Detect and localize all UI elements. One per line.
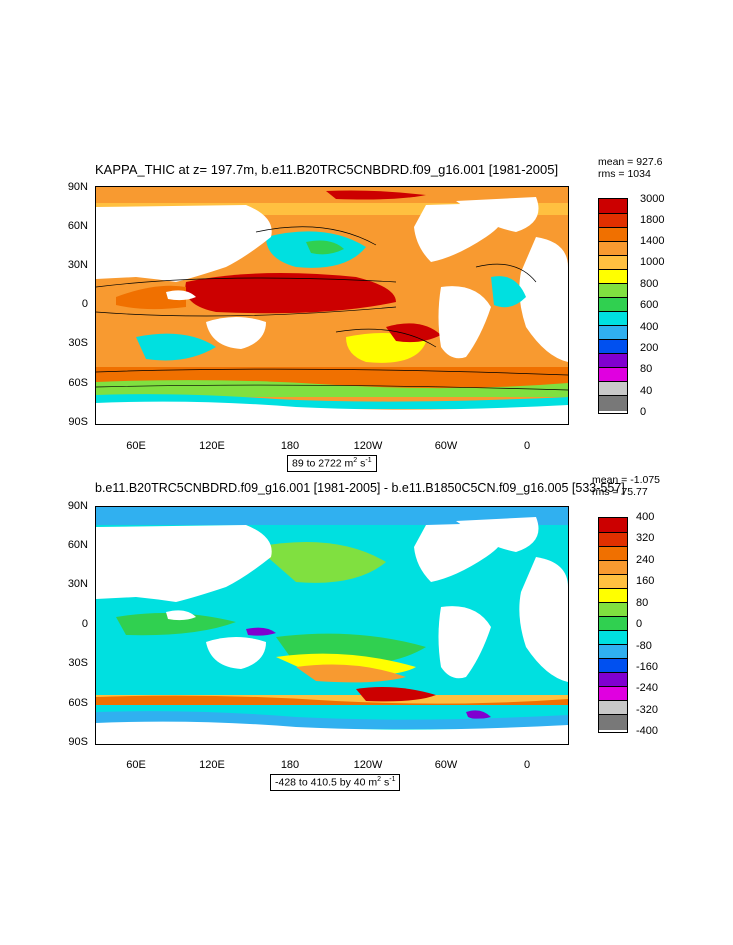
mean-stat: mean = -1.075 bbox=[592, 474, 661, 486]
y-tick-label: 60S bbox=[68, 697, 88, 709]
antarctica-land bbox=[96, 401, 568, 424]
y-tick-label: 60N bbox=[67, 539, 88, 551]
colorbar-label: 1800 bbox=[640, 214, 665, 226]
map-svg bbox=[96, 507, 568, 744]
panel-title: b.e11.B20TRC5CNBDRD.f09_g16.001 [1981-20… bbox=[95, 481, 625, 495]
colorbar-label: 1000 bbox=[640, 256, 665, 268]
rms-stat: rms = 1034 bbox=[598, 168, 651, 180]
colorbar-label: 160 bbox=[636, 575, 655, 587]
range-label: -428 to 410.5 by 40 m2 s-1 bbox=[270, 774, 401, 791]
colorbar-label: 240 bbox=[636, 554, 655, 566]
x-tick-label: 60E bbox=[126, 759, 146, 771]
colorbar-label: 400 bbox=[636, 511, 655, 523]
colorbar-label: 80 bbox=[640, 363, 653, 375]
colorbar-label: 200 bbox=[640, 342, 659, 354]
x-tick-label: 120E bbox=[199, 440, 225, 452]
colorbar-label: 1400 bbox=[640, 235, 665, 247]
australia-land bbox=[206, 317, 266, 349]
panel-title: KAPPA_THIC at z= 197.7m, b.e11.B20TRC5CN… bbox=[95, 162, 559, 177]
south-america-land bbox=[438, 606, 491, 679]
colorbar-label: 0 bbox=[640, 406, 647, 418]
map-plot bbox=[95, 186, 569, 425]
map-svg bbox=[96, 187, 568, 424]
x-tick-label: 60W bbox=[434, 440, 458, 452]
x-tick-label: 120W bbox=[353, 759, 383, 771]
colorbar-label: -160 bbox=[636, 661, 659, 673]
x-tick-label: 180 bbox=[280, 440, 300, 452]
y-tick-label: 90N bbox=[67, 181, 88, 193]
south-america-land bbox=[438, 286, 491, 359]
map-plot bbox=[95, 506, 569, 745]
colorbar-label: 320 bbox=[636, 532, 655, 544]
colorbar-label: -240 bbox=[636, 682, 659, 694]
y-tick-label: 30N bbox=[67, 259, 88, 271]
y-tick-label: 0 bbox=[81, 618, 88, 630]
colorbar-label: 3000 bbox=[640, 193, 665, 205]
y-tick-label: 60N bbox=[67, 220, 88, 232]
y-tick-label: 30S bbox=[68, 657, 88, 669]
mean-stat: mean = 927.6 bbox=[598, 156, 663, 168]
eurasia-land bbox=[96, 205, 272, 282]
colorbar bbox=[598, 517, 628, 733]
antarctica-land bbox=[96, 721, 568, 744]
stats-block: mean = -1.075 rms = 75.77 bbox=[592, 474, 660, 498]
x-tick-label: 60E bbox=[126, 440, 146, 452]
x-tick-label: 120E bbox=[199, 759, 225, 771]
y-tick-label: 90S bbox=[68, 416, 88, 428]
contour-lines bbox=[96, 226, 568, 391]
x-tick-label: 0 bbox=[523, 759, 531, 771]
australia-land bbox=[206, 637, 266, 669]
colorbar-label: 800 bbox=[640, 278, 659, 290]
africa-land bbox=[519, 557, 568, 682]
colorbar-label: -400 bbox=[636, 725, 659, 737]
rms-stat: rms = 75.77 bbox=[592, 486, 648, 498]
y-tick-label: 60S bbox=[68, 377, 88, 389]
y-tick-label: 0 bbox=[81, 298, 88, 310]
stats-block: mean = 927.6 rms = 1034 bbox=[598, 156, 663, 180]
colorbar bbox=[598, 198, 628, 414]
colorbar-label: 0 bbox=[636, 618, 643, 630]
equatorial-pacific-high bbox=[185, 273, 396, 314]
colorbar-label: -320 bbox=[636, 704, 659, 716]
x-tick-label: 120W bbox=[353, 440, 383, 452]
eurasia-land bbox=[96, 525, 272, 602]
x-tick-label: 180 bbox=[280, 759, 300, 771]
x-tick-label: 60W bbox=[434, 759, 458, 771]
y-tick-label: 90S bbox=[68, 736, 88, 748]
colorbar-label: -80 bbox=[636, 640, 652, 652]
colorbar-label: 600 bbox=[640, 299, 659, 311]
x-tick-label: 0 bbox=[523, 440, 531, 452]
y-tick-label: 30S bbox=[68, 337, 88, 349]
colorbar-label: 80 bbox=[636, 597, 649, 609]
y-tick-label: 30N bbox=[67, 578, 88, 590]
africa-land bbox=[519, 237, 568, 362]
y-tick-label: 90N bbox=[67, 500, 88, 512]
colorbar-label: 400 bbox=[640, 321, 659, 333]
colorbar-label: 40 bbox=[640, 385, 653, 397]
range-label: 89 to 2722 m2 s-1 bbox=[287, 455, 377, 472]
